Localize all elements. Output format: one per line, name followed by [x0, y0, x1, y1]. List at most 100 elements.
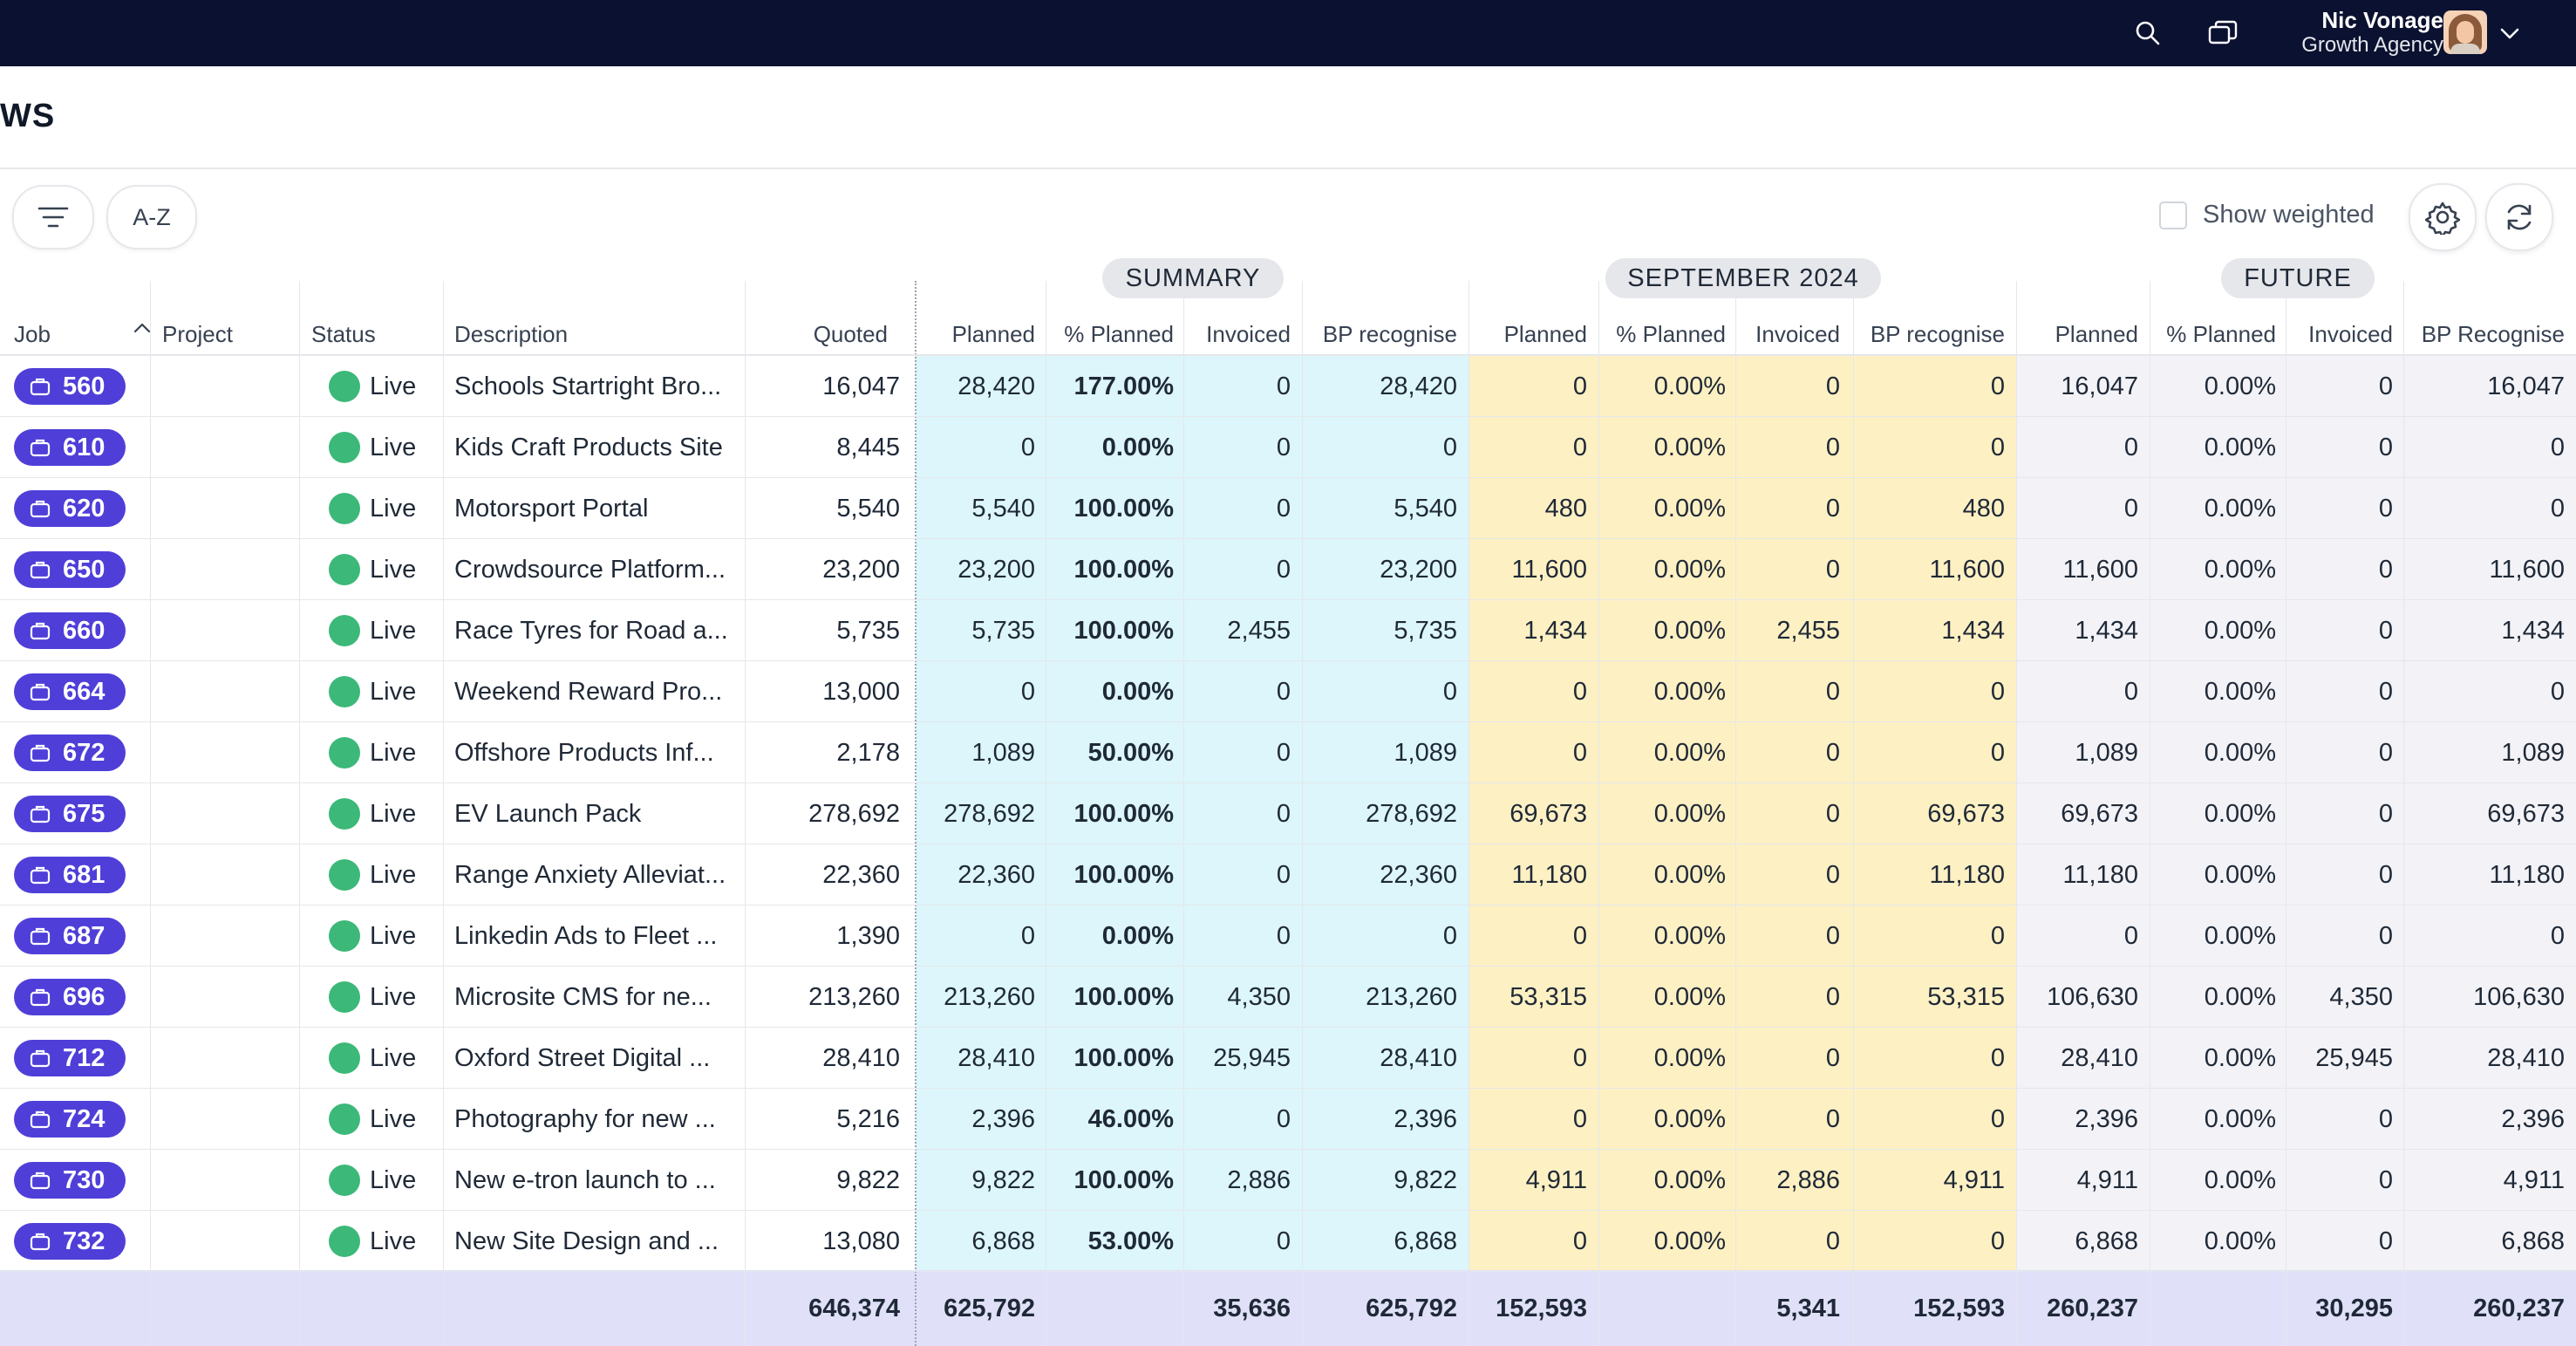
m-planned-cell: 4,911	[1525, 1165, 1587, 1194]
group-header-summary: SUMMARY	[1102, 258, 1284, 298]
description-cell[interactable]: Kids Craft Products Site	[454, 433, 723, 461]
s-pct-cell: 100.00%	[1073, 799, 1175, 828]
row-divider	[0, 416, 2576, 417]
search-icon[interactable]	[2130, 16, 2165, 51]
s-invoiced-cell: 2,886	[1227, 1165, 1291, 1194]
column-header-summary-invoiced[interactable]: Invoiced	[1206, 320, 1291, 347]
column-header-future-invoiced[interactable]: Invoiced	[2308, 320, 2393, 347]
quoted-cell: 28,410	[822, 1043, 900, 1072]
total-september-invoiced: 5,341	[1776, 1294, 1840, 1322]
f-bp-cell: 0	[2550, 494, 2565, 523]
sort-az-button[interactable]: A-Z	[106, 185, 197, 249]
row-divider	[0, 1271, 2576, 1272]
job-number: 664	[63, 677, 106, 706]
description-cell[interactable]: Microsite CMS for ne...	[454, 982, 712, 1011]
job-badge[interactable]: 664	[14, 673, 126, 710]
f-invoiced-cell: 0	[2378, 616, 2393, 645]
job-badge[interactable]: 660	[14, 612, 126, 649]
f-planned-cell: 16,047	[2061, 372, 2138, 400]
filter-button[interactable]	[12, 185, 94, 249]
job-badge[interactable]: 687	[14, 918, 126, 954]
description-cell[interactable]: Race Tyres for Road a...	[454, 616, 728, 645]
s-planned-cell: 0	[1020, 677, 1035, 706]
total-summary-bp: 625,792	[1366, 1294, 1457, 1322]
job-badge[interactable]: 681	[14, 857, 126, 893]
column-header-quoted[interactable]: Quoted	[813, 320, 888, 347]
column-header-future-planned[interactable]: Planned	[2055, 320, 2138, 347]
job-badge[interactable]: 724	[14, 1101, 126, 1138]
f-planned-cell: 0	[2123, 433, 2138, 461]
description-cell[interactable]: Photography for new ...	[454, 1104, 716, 1133]
f-invoiced-cell: 0	[2378, 799, 2393, 828]
job-number: 732	[63, 1226, 106, 1255]
description-cell[interactable]: Crowdsource Platform...	[454, 555, 726, 584]
windows-icon[interactable]	[2205, 16, 2240, 51]
sort-asc-icon[interactable]	[133, 322, 152, 334]
column-header-summary-bp[interactable]: BP recognise	[1322, 320, 1457, 347]
f-planned-cell: 0	[2123, 677, 2138, 706]
column-header-summary-pct-planned[interactable]: % Planned	[1064, 320, 1174, 347]
s-planned-cell: 28,410	[957, 1043, 1035, 1072]
f-bp-cell: 0	[2550, 921, 2565, 950]
description-cell[interactable]: Oxford Street Digital ...	[454, 1043, 711, 1072]
s-pct-cell: 100.00%	[1073, 1165, 1175, 1194]
column-header-status[interactable]: Status	[311, 320, 376, 347]
m-bp-cell: 480	[1962, 494, 2005, 523]
m-bp-cell: 0	[1990, 738, 2005, 767]
description-cell[interactable]: Weekend Reward Pro...	[454, 677, 723, 706]
show-weighted-toggle[interactable]: Show weighted	[2159, 201, 2375, 229]
jobs-table: Job Project Status Description Quoted Pl…	[0, 281, 2576, 1346]
f-pct-cell: 0.00%	[2204, 494, 2276, 523]
description-cell[interactable]: New e-tron launch to ...	[454, 1165, 716, 1194]
description-cell[interactable]: Motorsport Portal	[454, 494, 649, 523]
refresh-button[interactable]	[2485, 183, 2553, 251]
settings-button[interactable]	[2409, 183, 2477, 251]
job-badge[interactable]: 610	[14, 429, 126, 466]
description-cell[interactable]: Schools Startright Bro...	[454, 372, 722, 400]
job-badge[interactable]: 620	[14, 490, 126, 527]
job-badge[interactable]: 650	[14, 551, 126, 588]
s-bp-cell: 0	[1442, 433, 1457, 461]
job-badge[interactable]: 672	[14, 734, 126, 771]
s-invoiced-cell: 0	[1276, 799, 1291, 828]
description-cell[interactable]: Linkedin Ads to Fleet ...	[454, 921, 718, 950]
description-cell[interactable]: New Site Design and ...	[454, 1226, 719, 1255]
f-planned-cell: 2,396	[2075, 1104, 2138, 1133]
s-pct-cell: 100.00%	[1073, 982, 1175, 1011]
column-header-september-invoiced[interactable]: Invoiced	[1755, 320, 1840, 347]
s-bp-cell: 213,260	[1366, 982, 1457, 1011]
column-header-description[interactable]: Description	[454, 320, 569, 347]
job-badge[interactable]: 696	[14, 979, 126, 1015]
chevron-down-icon[interactable]	[2498, 21, 2522, 45]
column-header-future-bp[interactable]: BP Recognise	[2421, 320, 2565, 347]
status-live-icon	[329, 432, 360, 463]
job-badge[interactable]: 732	[14, 1223, 126, 1260]
column-header-september-bp[interactable]: BP recognise	[1870, 320, 2005, 347]
user-info[interactable]: Nic Vonage Growth Agency	[2301, 7, 2443, 58]
description-cell[interactable]: Offshore Products Inf...	[454, 738, 714, 767]
column-header-summary-planned[interactable]: Planned	[951, 320, 1035, 347]
status-live-icon	[329, 371, 360, 402]
column-header-future-pct-planned[interactable]: % Planned	[2166, 320, 2276, 347]
column-header-job[interactable]: Job	[14, 314, 152, 354]
s-planned-cell: 28,420	[957, 372, 1035, 400]
column-header-september-pct-planned[interactable]: % Planned	[1616, 320, 1726, 347]
total-september-planned: 152,593	[1496, 1294, 1587, 1322]
status-live-icon	[329, 1103, 360, 1135]
job-badge[interactable]: 730	[14, 1162, 126, 1199]
f-pct-cell: 0.00%	[2204, 982, 2276, 1011]
description-cell[interactable]: Range Anxiety Alleviat...	[454, 860, 726, 889]
show-weighted-checkbox[interactable]	[2159, 201, 2187, 229]
description-cell[interactable]: EV Launch Pack	[454, 799, 642, 828]
status-label: Live	[370, 616, 417, 645]
column-header-project[interactable]: Project	[162, 320, 233, 347]
m-pct-cell: 0.00%	[1653, 738, 1726, 767]
avatar[interactable]	[2443, 10, 2487, 54]
job-badge[interactable]: 560	[14, 368, 126, 405]
quoted-cell: 5,216	[836, 1104, 900, 1133]
job-badge[interactable]: 675	[14, 796, 126, 832]
column-header-september-planned[interactable]: Planned	[1503, 320, 1587, 347]
briefcase-icon	[30, 1172, 51, 1190]
job-badge[interactable]: 712	[14, 1040, 126, 1076]
m-planned-cell: 0	[1572, 1226, 1587, 1255]
